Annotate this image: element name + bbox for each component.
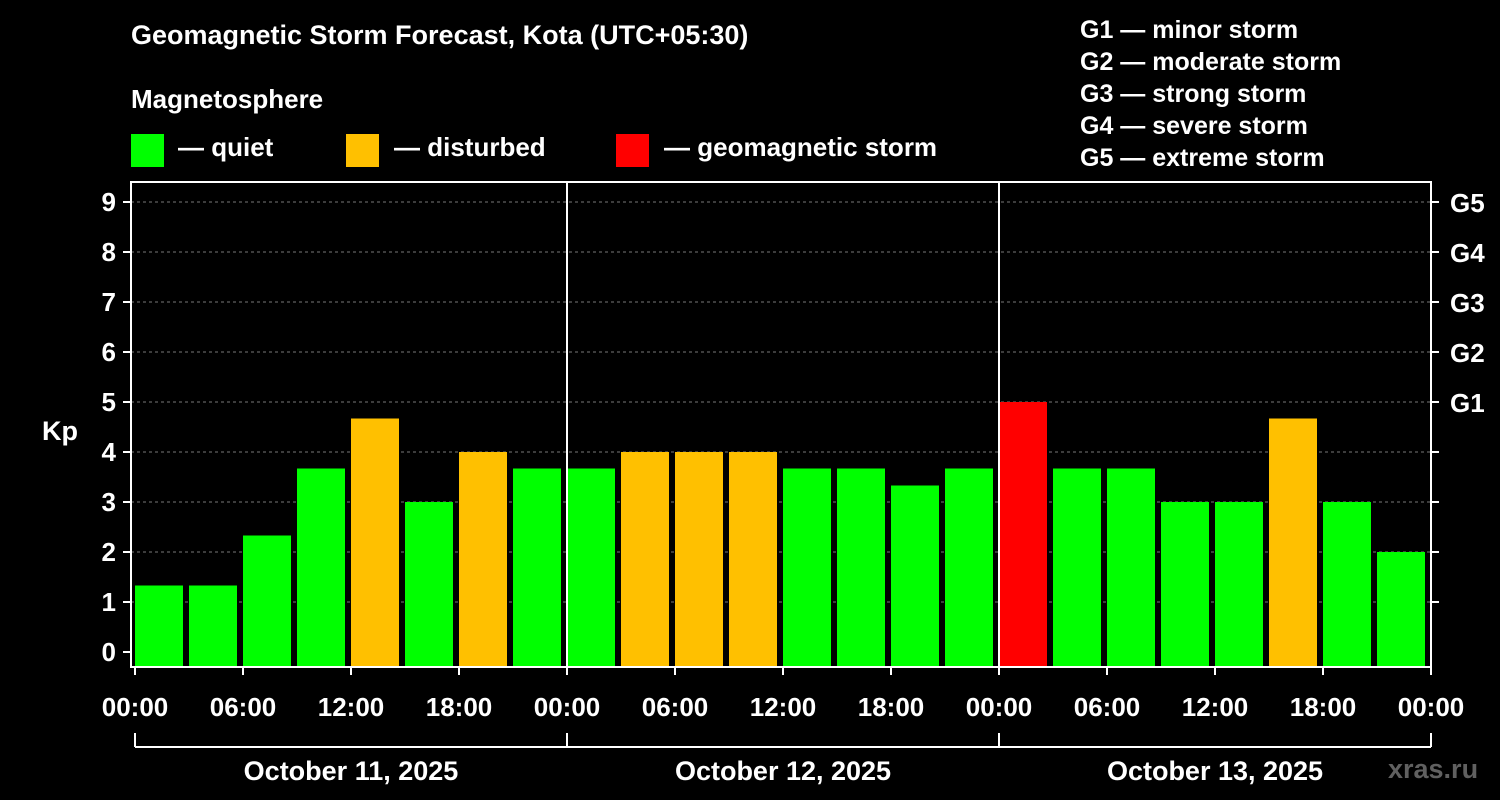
storm-level-tick-label: G4 — [1450, 238, 1485, 268]
kp-bar — [1215, 502, 1263, 667]
storm-level-tick-label: G3 — [1450, 288, 1485, 318]
legend-swatch-storm — [616, 134, 649, 167]
kp-bar — [999, 402, 1047, 667]
day-label: October 12, 2025 — [675, 756, 891, 786]
kp-bar — [1053, 468, 1101, 667]
y-tick-label: 7 — [102, 287, 116, 317]
y-tick-label: 4 — [102, 437, 117, 467]
x-tick-label: 12:00 — [1182, 692, 1249, 722]
y-axis-label: Kp — [42, 416, 78, 446]
kp-bar — [567, 468, 615, 667]
legend-swatch-disturbed — [346, 134, 379, 167]
storm-level-g4: G4 — severe storm — [1080, 112, 1308, 140]
x-tick-label: 06:00 — [642, 692, 709, 722]
legend-label-quiet: — quiet — [178, 132, 274, 162]
y-tick-label: 5 — [102, 387, 116, 417]
storm-level-g1: G1 — minor storm — [1080, 16, 1299, 44]
kp-bar — [837, 468, 885, 667]
kp-bar — [891, 485, 939, 667]
x-tick-label: 06:00 — [1074, 692, 1141, 722]
y-tick-label: 3 — [102, 487, 116, 517]
y-tick-label: 6 — [102, 337, 116, 367]
storm-level-tick-label: G1 — [1450, 388, 1485, 418]
kp-bar — [351, 418, 399, 667]
kp-bar — [405, 502, 453, 667]
kp-bar — [1377, 552, 1425, 667]
day-label: October 13, 2025 — [1107, 756, 1323, 786]
storm-level-tick-label: G5 — [1450, 188, 1485, 218]
legend-label-storm: — geomagnetic storm — [664, 132, 938, 162]
y-tick-label: 1 — [102, 587, 116, 617]
magnetosphere-label: Magnetosphere — [131, 84, 324, 114]
kp-bar — [135, 585, 183, 667]
x-tick-label: 18:00 — [426, 692, 493, 722]
kp-bar — [621, 452, 669, 667]
kp-bar — [675, 452, 723, 667]
storm-level-g2: G2 — moderate storm — [1080, 48, 1342, 76]
y-tick-label: 9 — [102, 187, 116, 217]
kp-bar — [1323, 502, 1371, 667]
x-tick-label: 12:00 — [750, 692, 817, 722]
storm-level-g3: G3 — strong storm — [1080, 80, 1307, 108]
x-tick-label: 18:00 — [1290, 692, 1357, 722]
watermark: xras.ru — [1388, 754, 1479, 784]
kp-bar — [243, 535, 291, 667]
x-tick-label: 12:00 — [318, 692, 385, 722]
chart-title: Geomagnetic Storm Forecast, Kota (UTC+05… — [131, 20, 749, 50]
kp-bar — [513, 468, 561, 667]
day-label: October 11, 2025 — [244, 756, 459, 786]
plot-frame — [130, 181, 1432, 668]
kp-bar — [783, 468, 831, 667]
storm-level-g5: G5 — extreme storm — [1080, 144, 1325, 172]
storm-level-tick-label: G2 — [1450, 338, 1485, 368]
legend-label-disturbed: — disturbed — [394, 132, 546, 162]
storm-level-legend: G1 — minor storm G2 — moderate storm G3 … — [1080, 14, 1341, 174]
legend-swatch-quiet — [131, 134, 164, 167]
x-tick-label: 00:00 — [534, 692, 601, 722]
kp-bar — [297, 468, 345, 667]
x-tick-label: 06:00 — [210, 692, 277, 722]
kp-bar — [459, 452, 507, 667]
kp-bar — [729, 452, 777, 667]
y-tick-label: 2 — [102, 537, 116, 567]
y-tick-label: 8 — [102, 237, 116, 267]
kp-bar — [189, 585, 237, 667]
y-tick-label: 0 — [102, 637, 116, 667]
x-tick-label: 00:00 — [966, 692, 1033, 722]
kp-bar — [945, 468, 993, 667]
x-tick-label: 00:00 — [102, 692, 169, 722]
x-tick-label: 00:00 — [1398, 692, 1465, 722]
kp-bar — [1269, 418, 1317, 667]
kp-bar — [1107, 468, 1155, 667]
x-tick-label: 18:00 — [858, 692, 925, 722]
kp-bar — [1161, 502, 1209, 667]
